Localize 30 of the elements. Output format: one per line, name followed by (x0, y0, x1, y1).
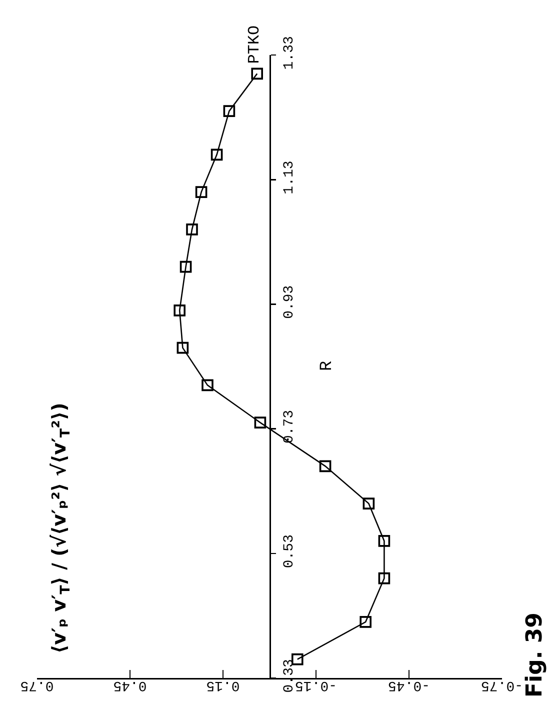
point (319, 460, 332, 472)
point (254, 416, 266, 428)
point (378, 535, 390, 547)
point (195, 186, 208, 198)
point (180, 260, 192, 273)
text: PTKO (245, 25, 264, 64)
point (186, 224, 198, 236)
point (176, 342, 189, 354)
x-tick-label: 0.75 (20, 677, 54, 694)
y-tick-label: 0.93 (282, 285, 298, 319)
point (174, 304, 186, 316)
y-tick-label: 1.33 (282, 36, 298, 70)
x-tick-label: -0.75 (480, 677, 524, 694)
point (362, 498, 375, 510)
y-axis-title: R (318, 360, 337, 371)
point (251, 68, 263, 80)
point (360, 616, 372, 628)
x-tick-label: 0.15 (206, 677, 240, 694)
point (223, 105, 236, 117)
point (210, 148, 223, 161)
x-tick-label: -0.45 (388, 677, 430, 694)
x-tick-label: 0.45 (113, 677, 147, 694)
y-tick-label: 0.73 (282, 410, 298, 444)
y-tick-label: 1.13 (282, 160, 298, 194)
point (202, 379, 214, 392)
point (292, 653, 304, 666)
y-tick-label: 0.53 (282, 534, 298, 568)
point (378, 572, 390, 584)
caption: Fig. 39 (522, 612, 548, 698)
x-tick-label: -0.15 (294, 677, 338, 694)
